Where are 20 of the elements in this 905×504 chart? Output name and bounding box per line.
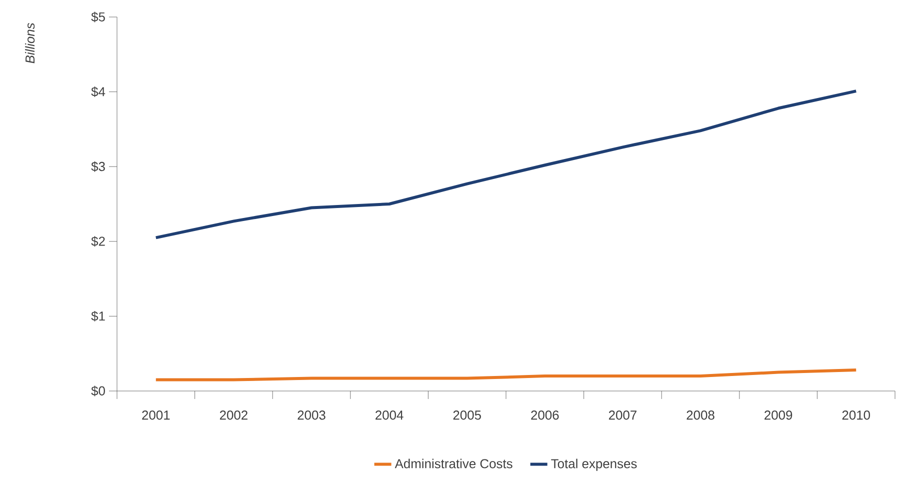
x-tick-label: 2008: [686, 410, 714, 420]
legend-label: Administrative Costs: [394, 458, 512, 468]
x-tick-label: 2006: [531, 410, 559, 420]
line-series: [154, 90, 858, 240]
y-tick-label: $3: [91, 161, 105, 172]
y-tick-label: $2: [91, 236, 105, 247]
legend-label: Total expenses: [551, 458, 637, 471]
x-tick-label: 2001: [142, 410, 170, 420]
x-tick-label: 2004: [376, 410, 404, 420]
x-tick-label: 2003: [298, 410, 326, 420]
x-tick-label: 2005: [453, 410, 481, 420]
y-tick-label: $1: [91, 310, 105, 322]
y-tick-label: $5: [91, 12, 105, 22]
x-tick-label: 2002: [220, 410, 248, 420]
y-tick-label: $4: [91, 86, 106, 98]
x-tick-label: 2007: [608, 410, 636, 420]
y-axis-title: Billions: [25, 22, 35, 64]
y-tick-label: $0: [91, 386, 105, 396]
x-tick-label: 2010: [842, 410, 870, 420]
x-tick-label: 2009: [764, 410, 792, 420]
